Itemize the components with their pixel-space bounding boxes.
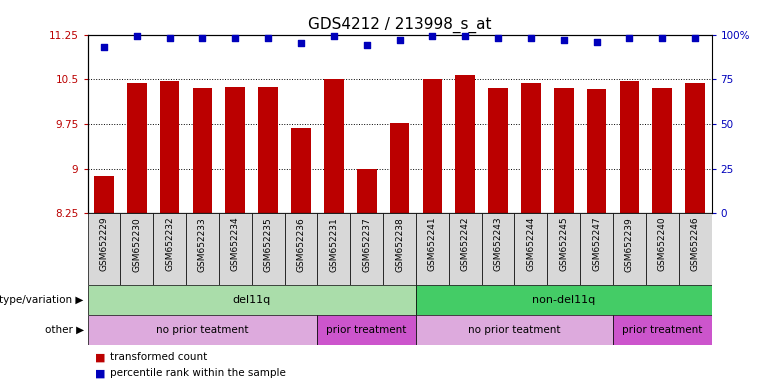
Bar <box>652 88 672 213</box>
Text: percentile rank within the sample: percentile rank within the sample <box>110 368 286 378</box>
Point <box>229 35 241 41</box>
Bar <box>324 79 344 213</box>
Text: ■: ■ <box>95 353 106 362</box>
Point <box>196 35 209 41</box>
Bar <box>291 128 310 213</box>
Text: GSM652238: GSM652238 <box>395 217 404 271</box>
Point <box>262 35 274 41</box>
Bar <box>619 81 639 213</box>
Text: GSM652240: GSM652240 <box>658 217 667 271</box>
Text: GSM652231: GSM652231 <box>330 217 339 271</box>
Text: GSM652229: GSM652229 <box>100 217 108 271</box>
Bar <box>317 315 416 345</box>
Text: GSM652247: GSM652247 <box>592 217 601 271</box>
Bar <box>547 213 580 285</box>
Point <box>98 44 110 50</box>
Point <box>459 33 471 40</box>
Bar <box>357 169 377 213</box>
Text: genotype/variation ▶: genotype/variation ▶ <box>0 295 84 305</box>
Text: GSM652233: GSM652233 <box>198 217 207 271</box>
Text: GSM652245: GSM652245 <box>559 217 568 271</box>
Bar <box>422 79 442 213</box>
Bar <box>350 213 383 285</box>
Bar <box>219 213 252 285</box>
Bar <box>482 213 514 285</box>
Bar <box>587 89 607 213</box>
Text: GSM652235: GSM652235 <box>263 217 272 271</box>
Text: no prior teatment: no prior teatment <box>468 325 561 335</box>
Bar <box>88 285 416 315</box>
Point <box>492 35 504 41</box>
Bar <box>285 213 317 285</box>
Text: GSM652237: GSM652237 <box>362 217 371 271</box>
Bar <box>88 213 120 285</box>
Bar <box>416 315 613 345</box>
Bar <box>489 88 508 213</box>
Point <box>656 35 668 41</box>
Text: GSM652236: GSM652236 <box>297 217 305 271</box>
Text: GSM652234: GSM652234 <box>231 217 240 271</box>
Bar <box>449 213 482 285</box>
Text: no prior teatment: no prior teatment <box>156 325 249 335</box>
Text: GSM652239: GSM652239 <box>625 217 634 271</box>
Point <box>361 42 373 48</box>
Bar <box>685 83 705 213</box>
Bar <box>193 88 212 213</box>
Text: GSM652241: GSM652241 <box>428 217 437 271</box>
Text: del11q: del11q <box>233 295 271 305</box>
Bar <box>186 213 219 285</box>
Point <box>623 35 635 41</box>
Text: GSM652232: GSM652232 <box>165 217 174 271</box>
Point <box>295 40 307 46</box>
Bar <box>416 285 712 315</box>
Title: GDS4212 / 213998_s_at: GDS4212 / 213998_s_at <box>307 17 492 33</box>
Bar <box>646 213 679 285</box>
Text: GSM652244: GSM652244 <box>527 217 536 271</box>
Text: GSM652243: GSM652243 <box>494 217 502 271</box>
Text: GSM652246: GSM652246 <box>691 217 699 271</box>
Text: non-del11q: non-del11q <box>532 295 595 305</box>
Text: prior treatment: prior treatment <box>326 325 407 335</box>
Bar <box>679 213 712 285</box>
Text: GSM652230: GSM652230 <box>132 217 142 271</box>
Bar <box>160 81 180 213</box>
Bar <box>252 213 285 285</box>
Bar <box>514 213 547 285</box>
Point <box>164 35 176 41</box>
Bar <box>383 213 416 285</box>
Text: transformed count: transformed count <box>110 353 208 362</box>
Bar <box>225 87 245 213</box>
Bar <box>580 213 613 285</box>
Point <box>689 35 701 41</box>
Point <box>131 33 143 40</box>
Bar <box>127 83 147 213</box>
Point <box>525 35 537 41</box>
Text: GSM652242: GSM652242 <box>460 217 470 271</box>
Point <box>328 33 340 40</box>
Text: other ▶: other ▶ <box>45 325 84 335</box>
Bar <box>390 122 409 213</box>
Bar <box>94 175 114 213</box>
Point <box>558 37 570 43</box>
Text: prior treatment: prior treatment <box>622 325 702 335</box>
Bar <box>554 88 574 213</box>
Bar <box>521 83 541 213</box>
Point <box>393 37 406 43</box>
Bar <box>613 315 712 345</box>
Bar <box>416 213 449 285</box>
Bar <box>153 213 186 285</box>
Point <box>426 33 438 40</box>
Bar <box>120 213 153 285</box>
Bar <box>317 213 350 285</box>
Bar <box>258 87 278 213</box>
Bar <box>455 75 475 213</box>
Text: ■: ■ <box>95 368 106 378</box>
Bar <box>88 315 317 345</box>
Point <box>591 39 603 45</box>
Bar <box>613 213 646 285</box>
